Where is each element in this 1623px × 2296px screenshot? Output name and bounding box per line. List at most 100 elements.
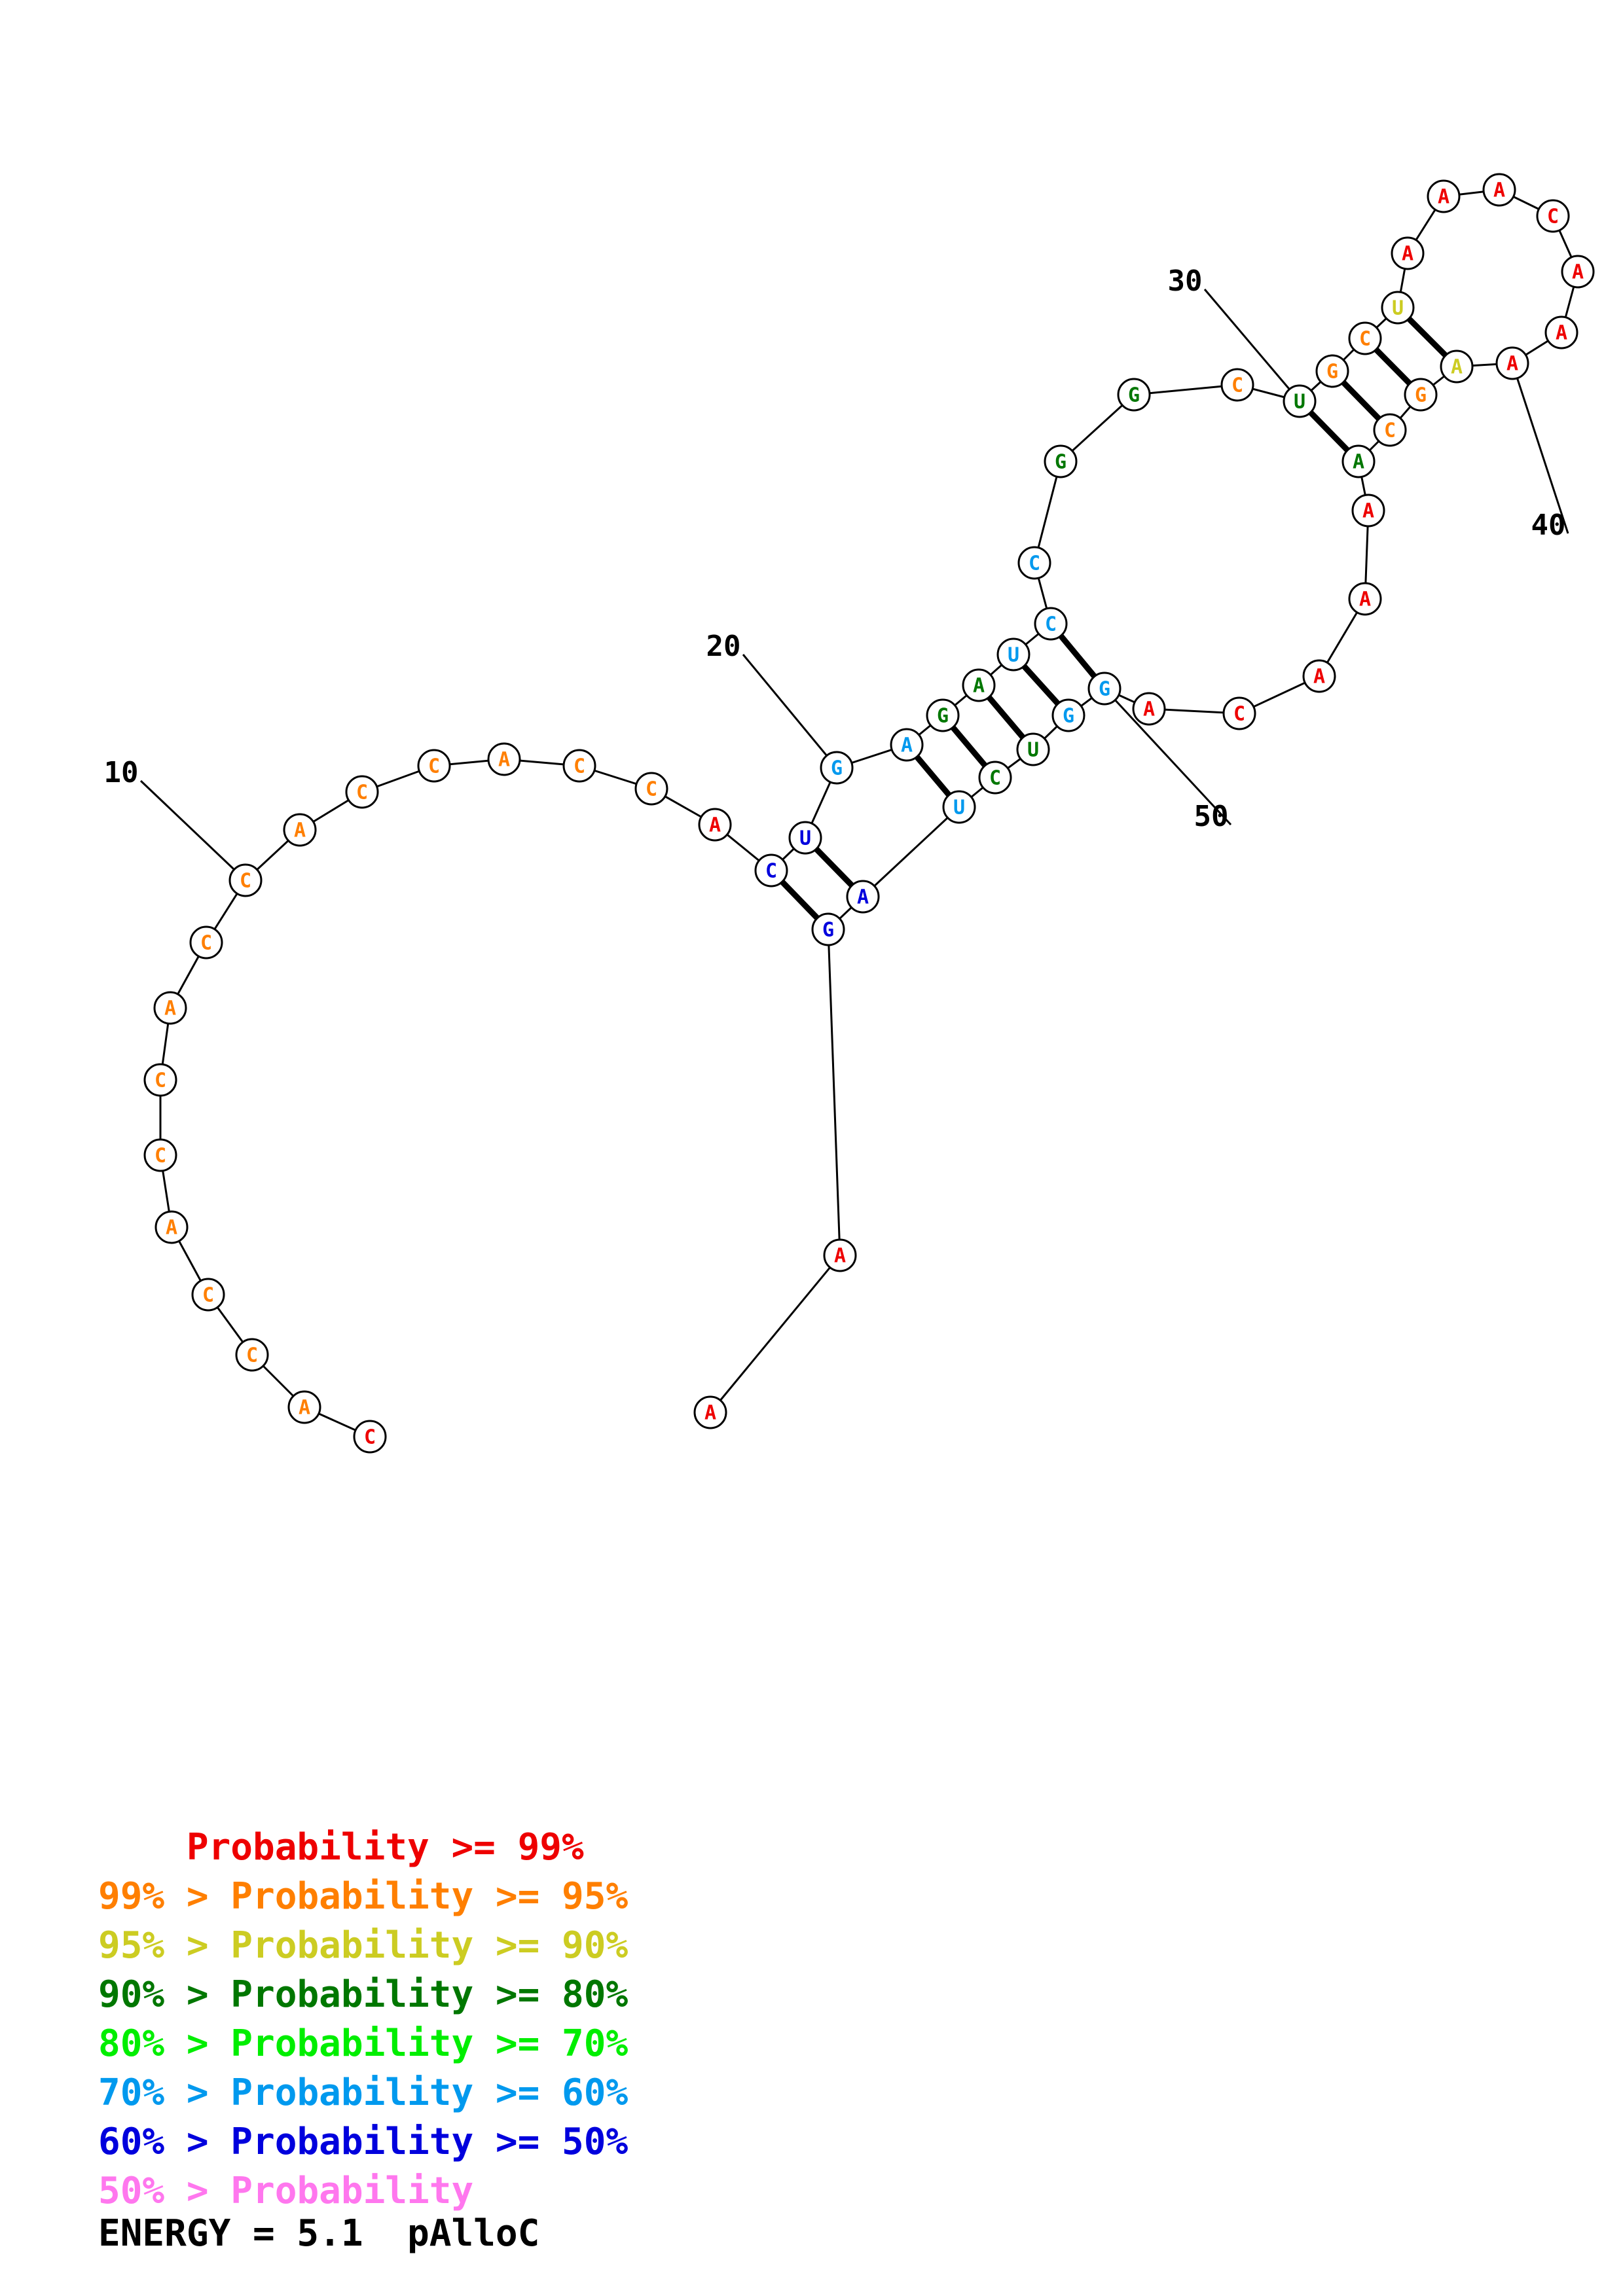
- nucleotide: C: [143, 1063, 177, 1097]
- nucleotide-circle: [1495, 346, 1529, 380]
- nucleotide-circle: [287, 1390, 321, 1424]
- nucleotide: C: [228, 863, 263, 897]
- nucleotide: G: [1044, 444, 1078, 478]
- backbone-layer: [159, 188, 1579, 1438]
- nucleotide: U: [1381, 291, 1415, 325]
- nucleotide: A: [487, 742, 521, 776]
- number-tick-50: [1103, 687, 1232, 826]
- nucleotide-letter: C: [1384, 420, 1396, 442]
- position-number-layer: 10 20 30 40 50: [104, 264, 1569, 882]
- nucleotide-letter: A: [299, 1397, 310, 1420]
- position-number-20: 20: [706, 630, 741, 663]
- nucleotide-letter: C: [1231, 374, 1243, 397]
- nucleotide: A: [1544, 315, 1578, 350]
- nucleotide-letter: C: [200, 932, 212, 955]
- nucleotide-letter: C: [240, 870, 251, 893]
- nucleotide: A: [846, 880, 880, 914]
- nucleotide-circle: [1561, 255, 1595, 289]
- legend-prefix: 90% >: [98, 1973, 231, 2016]
- nucleotide-letter: G: [937, 705, 949, 728]
- nucleotide-letter: C: [428, 755, 440, 778]
- nucleotide-letter: C: [1045, 613, 1057, 636]
- nucleotide: U: [1016, 732, 1050, 766]
- nucleotide: A: [823, 1238, 857, 1272]
- nucleotide: A: [890, 728, 924, 762]
- nucleotide-circle: [1117, 378, 1151, 412]
- backbone-segment: [862, 806, 960, 898]
- nucleotide: C: [1034, 607, 1068, 641]
- nucleotide-letter: A: [1362, 500, 1374, 523]
- nucleotide-letter: A: [901, 734, 913, 757]
- nucleotide-letter: C: [155, 1069, 166, 1092]
- legend-text: Probability: [230, 2170, 474, 2212]
- nucleotide: C: [353, 1420, 387, 1454]
- nucleotide-circle: [1381, 291, 1415, 325]
- energy-label: ENERGY = 5.1 pAlloC: [98, 2212, 540, 2255]
- nucleotide: C: [189, 925, 223, 960]
- nucleotide: G: [1117, 378, 1151, 412]
- nucleotide-circle: [1341, 444, 1376, 478]
- nucleotide-letter: U: [1294, 391, 1305, 414]
- nucleotide-circle: [1440, 350, 1474, 384]
- legend-text: Probability >= 95%: [230, 1875, 629, 1918]
- legend-row: Probability >= 99%: [98, 1823, 628, 1872]
- nucleotide: C: [235, 1338, 269, 1372]
- nucleotide: G: [1315, 354, 1349, 388]
- nucleotide-letter: A: [1402, 243, 1413, 266]
- legend-text: Probability >= 99%: [186, 1826, 584, 1869]
- legend-prefix: 70% >: [98, 2072, 231, 2114]
- nucleotide-letter: C: [646, 778, 657, 801]
- nucleotide-circle: [996, 637, 1030, 672]
- nucleotide-letter: A: [1143, 698, 1155, 721]
- nucleotide-circle: [1427, 179, 1461, 213]
- nucleotide-circle: [487, 742, 521, 776]
- number-tick-30: [1203, 289, 1301, 402]
- nucleotide-letter: G: [1415, 384, 1427, 407]
- legend-row: 60% > Probability >= 50%: [98, 2117, 628, 2166]
- nucleotide-circle: [698, 808, 732, 842]
- nucleotide-circle: [353, 1420, 387, 1454]
- nucleotide: A: [698, 808, 732, 842]
- nucleotide-circle: [754, 853, 788, 888]
- legend-row: 80% > Probability >= 70%: [98, 2019, 628, 2068]
- nucleotide: G: [811, 912, 845, 946]
- nucleotide-letter: U: [1008, 644, 1019, 667]
- legend-row: 95% > Probability >= 90%: [98, 1921, 628, 1970]
- nucleotide-letter: A: [1556, 322, 1567, 345]
- nucleotide-letter: A: [166, 1217, 177, 1240]
- nucleotide-letter: A: [1438, 186, 1450, 209]
- nucleotide: A: [1348, 582, 1382, 616]
- nucleotide-letter: A: [1493, 179, 1505, 202]
- nucleotide: A: [693, 1395, 727, 1429]
- nucleotide-letter: A: [1313, 666, 1325, 689]
- nucleotide-circle: [978, 761, 1012, 795]
- nucleotide-letter: G: [1099, 678, 1110, 701]
- nucleotide-letter: G: [822, 919, 834, 942]
- nucleotide: C: [1348, 321, 1382, 355]
- position-number-40: 40: [1531, 509, 1566, 542]
- number-tick-40: [1511, 363, 1569, 534]
- nucleotide: A: [1391, 236, 1425, 270]
- nucleotide-circle: [1283, 384, 1317, 418]
- nucleotide-circle: [1391, 236, 1425, 270]
- legend-text: Probability >= 90%: [230, 1924, 629, 1967]
- nucleotide-letter: U: [1392, 297, 1404, 320]
- legend-prefix: [98, 1826, 187, 1869]
- legend-text: Probability >= 50%: [230, 2121, 629, 2163]
- nucleotide: A: [1495, 346, 1529, 380]
- nucleotide-letter: C: [155, 1145, 166, 1168]
- nucleotide-letter: C: [202, 1284, 214, 1307]
- nucleotide-letter: A: [1506, 353, 1518, 376]
- legend-prefix: 99% >: [98, 1875, 231, 1918]
- number-tick-10: [139, 780, 247, 882]
- legend-row: 50% > Probability: [98, 2166, 628, 2215]
- nucleotide-circle: [1132, 692, 1166, 726]
- nucleotide: A: [1561, 255, 1595, 289]
- nucleotide-circle: [926, 698, 960, 732]
- nucleotide: G: [1404, 378, 1438, 412]
- legend-text: Probability >= 70%: [230, 2022, 629, 2065]
- legend-row: 70% > Probability >= 60%: [98, 2068, 628, 2117]
- nucleotide-circle: [820, 751, 854, 785]
